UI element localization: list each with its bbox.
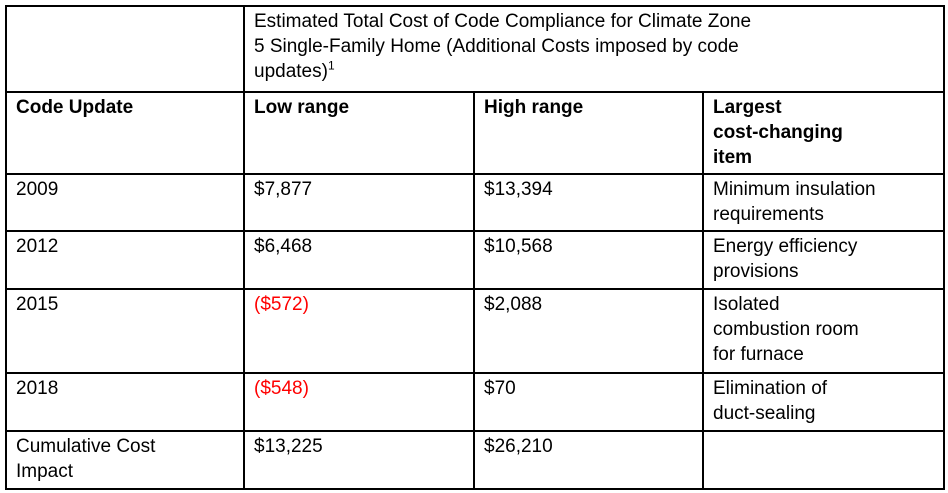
- cell-2012-largest-item: Energy efficiency provisions: [701, 230, 946, 290]
- cell-2018-low-range: ($548): [243, 372, 475, 432]
- col-header-code-update: Code Update: [5, 91, 245, 175]
- cell-2015-year: 2015: [5, 288, 245, 374]
- cell-2009-largest-item: Minimum insulation requirements: [701, 173, 946, 232]
- title-row-empty-cell: [5, 5, 245, 93]
- cell-2009-year: 2009: [5, 173, 245, 232]
- cell-2012-low-range: $6,468: [243, 230, 475, 290]
- footnote-marker: 1: [327, 58, 335, 73]
- cost-compliance-table: Estimated Total Cost of Code Compliance …: [5, 5, 946, 490]
- table-row-2018: 2018 ($548) $70 Elimination of duct-seal…: [5, 372, 946, 432]
- header-row: Code Update Low range High range Largest…: [5, 91, 946, 175]
- table-row-2009: 2009 $7,877 $13,394 Minimum insulation r…: [5, 173, 946, 232]
- cell-2018-largest-item: Elimination of duct-sealing: [701, 372, 946, 432]
- table-title: Estimated Total Cost of Code Compliance …: [254, 11, 752, 82]
- col-header-low-range: Low range: [243, 91, 475, 175]
- cell-2012-year: 2012: [5, 230, 245, 290]
- col-header-largest-item: Largest cost-changing item: [701, 91, 946, 175]
- cell-2015-low-range: ($572): [243, 288, 475, 374]
- cell-2012-high-range: $10,568: [473, 230, 704, 290]
- title-row: Estimated Total Cost of Code Compliance …: [5, 5, 946, 93]
- table-title-cell: Estimated Total Cost of Code Compliance …: [242, 5, 946, 93]
- cell-cumulative-high-range: $26,210: [473, 430, 704, 490]
- col-header-high-range: High range: [473, 91, 704, 175]
- table-row-2015: 2015 ($572) $2,088 Isolated combustion r…: [5, 288, 946, 374]
- cell-cumulative-label: Cumulative Cost Impact: [5, 430, 245, 490]
- cell-cumulative-largest-item: [701, 430, 946, 490]
- cell-2018-year: 2018: [5, 372, 245, 432]
- cell-2015-high-range: $2,088: [473, 288, 704, 374]
- cell-2009-low-range: $7,877: [243, 173, 475, 232]
- cell-2015-largest-item: Isolated combustion room for furnace: [701, 288, 946, 374]
- cell-cumulative-low-range: $13,225: [243, 430, 475, 490]
- cell-2009-high-range: $13,394: [473, 173, 704, 232]
- cell-2018-high-range: $70: [473, 372, 704, 432]
- table-row-cumulative: Cumulative Cost Impact $13,225 $26,210: [5, 430, 946, 490]
- table-row-2012: 2012 $6,468 $10,568 Energy efficiency pr…: [5, 230, 946, 290]
